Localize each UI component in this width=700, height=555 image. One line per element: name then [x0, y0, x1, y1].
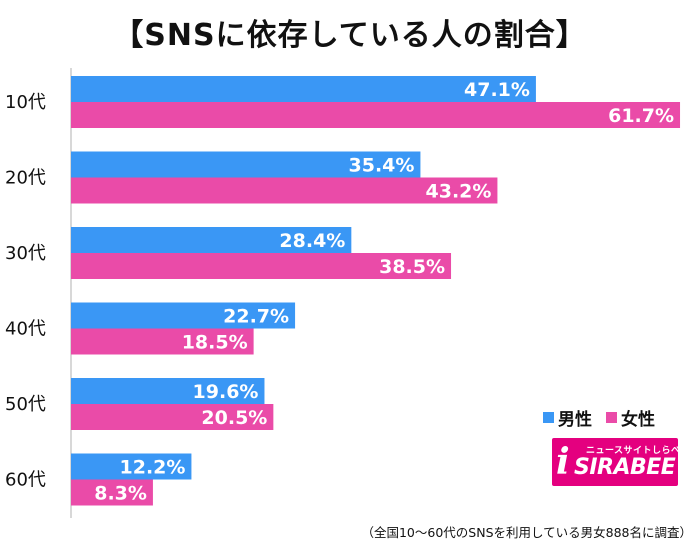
- sirabee-logo: i ニュースサイトしらべぇ SIRABEE: [552, 438, 678, 486]
- data-label: 43.2%: [426, 181, 492, 203]
- bar: [71, 227, 352, 253]
- category-label: 20代: [5, 168, 46, 189]
- data-label: 61.7%: [608, 105, 674, 127]
- legend-swatch-female: [606, 412, 617, 423]
- logo-tagline: ニュースサイトしらべぇ: [586, 446, 678, 456]
- chart-title: 【SNSに依存している人の割合】: [113, 18, 587, 53]
- data-label: 8.3%: [94, 483, 147, 505]
- bar: [71, 76, 536, 102]
- logo-name: SIRABEE: [574, 455, 676, 480]
- category-label: 50代: [5, 394, 46, 415]
- bar: [71, 404, 274, 430]
- data-label: 18.5%: [182, 332, 248, 354]
- category-label: 40代: [5, 319, 46, 340]
- legend-item-male: 男性: [543, 405, 592, 430]
- data-label: 38.5%: [379, 256, 445, 278]
- legend-label-male: 男性: [558, 410, 592, 430]
- bar: [71, 453, 192, 480]
- legend: 男性 女性: [543, 405, 655, 430]
- bar: [71, 479, 153, 506]
- bar: [71, 151, 421, 178]
- data-label: 28.4%: [279, 230, 345, 252]
- bar: [71, 177, 498, 204]
- data-label: 20.5%: [201, 407, 267, 429]
- category-label: 10代: [5, 92, 46, 113]
- category-label: 60代: [5, 470, 46, 491]
- legend-label-female: 女性: [621, 410, 655, 430]
- legend-item-female: 女性: [606, 405, 655, 430]
- data-label: 12.2%: [120, 457, 186, 479]
- survey-note: （全国10〜60代のSNSを利用している男女888名に調査）: [361, 525, 692, 540]
- bar: [71, 253, 452, 279]
- bar: [71, 328, 254, 355]
- logo-mark: i: [556, 441, 570, 483]
- bar: [71, 102, 681, 128]
- category-label: 30代: [5, 243, 46, 264]
- data-label: 47.1%: [464, 79, 530, 101]
- bar: [71, 302, 296, 329]
- data-label: 22.7%: [223, 306, 289, 328]
- data-label: 35.4%: [349, 155, 415, 177]
- data-label: 19.6%: [193, 381, 259, 403]
- legend-swatch-male: [543, 412, 554, 423]
- bar: [71, 378, 265, 404]
